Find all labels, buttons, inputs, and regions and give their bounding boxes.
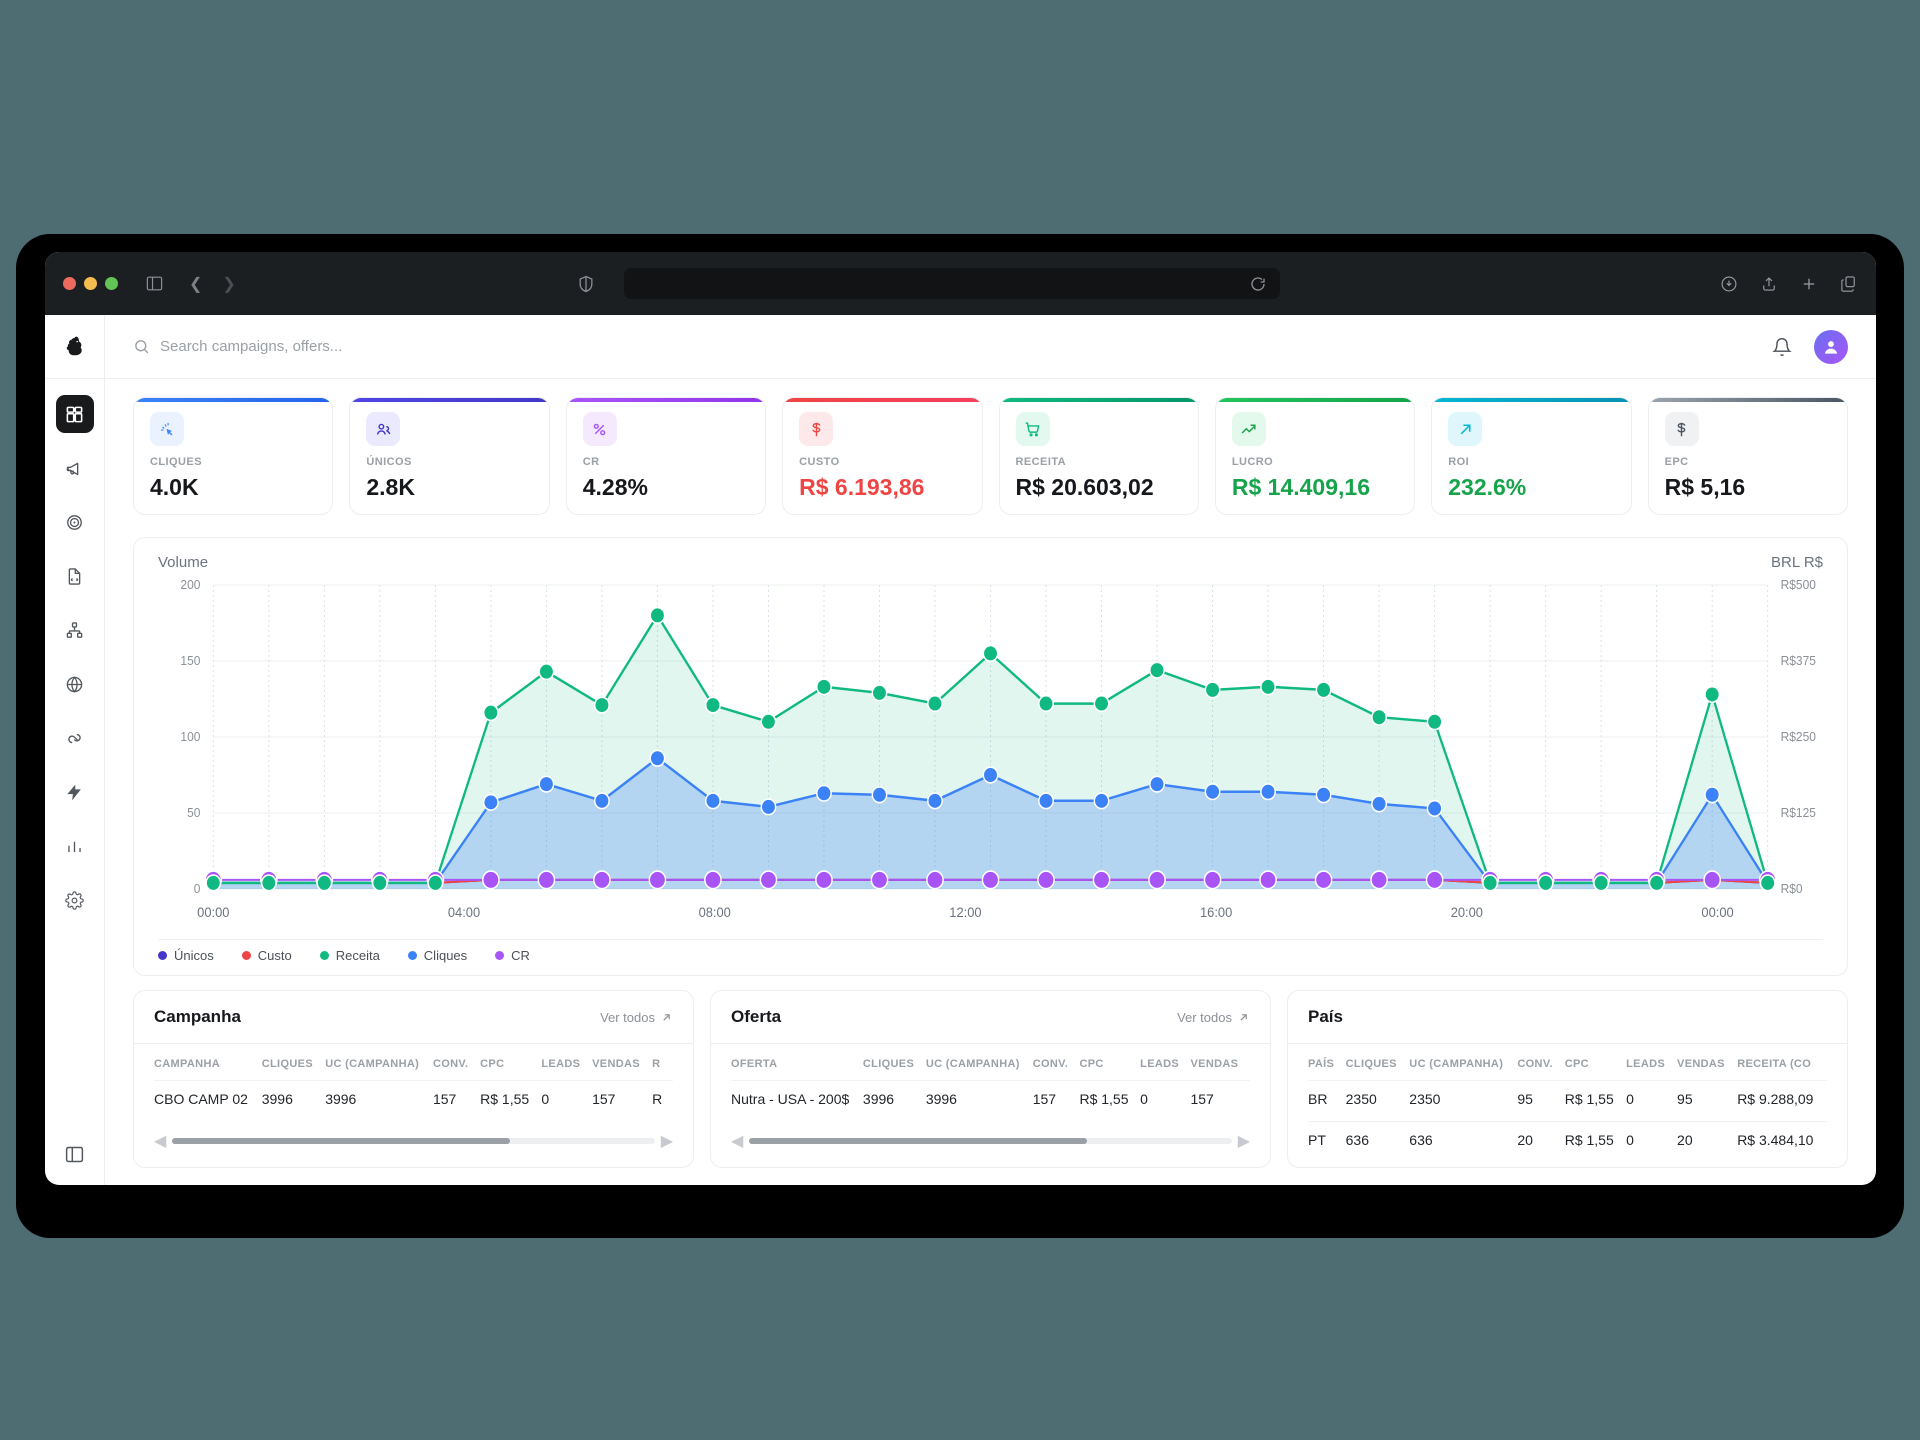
svg-text:00:00: 00:00 xyxy=(197,905,229,921)
svg-text:100: 100 xyxy=(180,730,200,745)
svg-text:50: 50 xyxy=(187,806,200,821)
svg-text:04:00: 04:00 xyxy=(448,905,480,921)
svg-text:08:00: 08:00 xyxy=(699,905,731,921)
svg-text:R$375: R$375 xyxy=(1781,654,1816,669)
svg-text:R$0: R$0 xyxy=(1781,882,1803,897)
svg-text:R$125: R$125 xyxy=(1781,806,1816,821)
svg-text:16:00: 16:00 xyxy=(1200,905,1232,921)
svg-text:12:00: 12:00 xyxy=(949,905,981,921)
svg-text:R$500: R$500 xyxy=(1781,578,1816,593)
svg-text:R$250: R$250 xyxy=(1781,730,1816,745)
svg-text:200: 200 xyxy=(180,578,200,593)
svg-text:00:00: 00:00 xyxy=(1701,905,1733,921)
svg-text:20:00: 20:00 xyxy=(1451,905,1483,921)
svg-text:0: 0 xyxy=(194,882,201,897)
svg-text:150: 150 xyxy=(180,654,200,669)
